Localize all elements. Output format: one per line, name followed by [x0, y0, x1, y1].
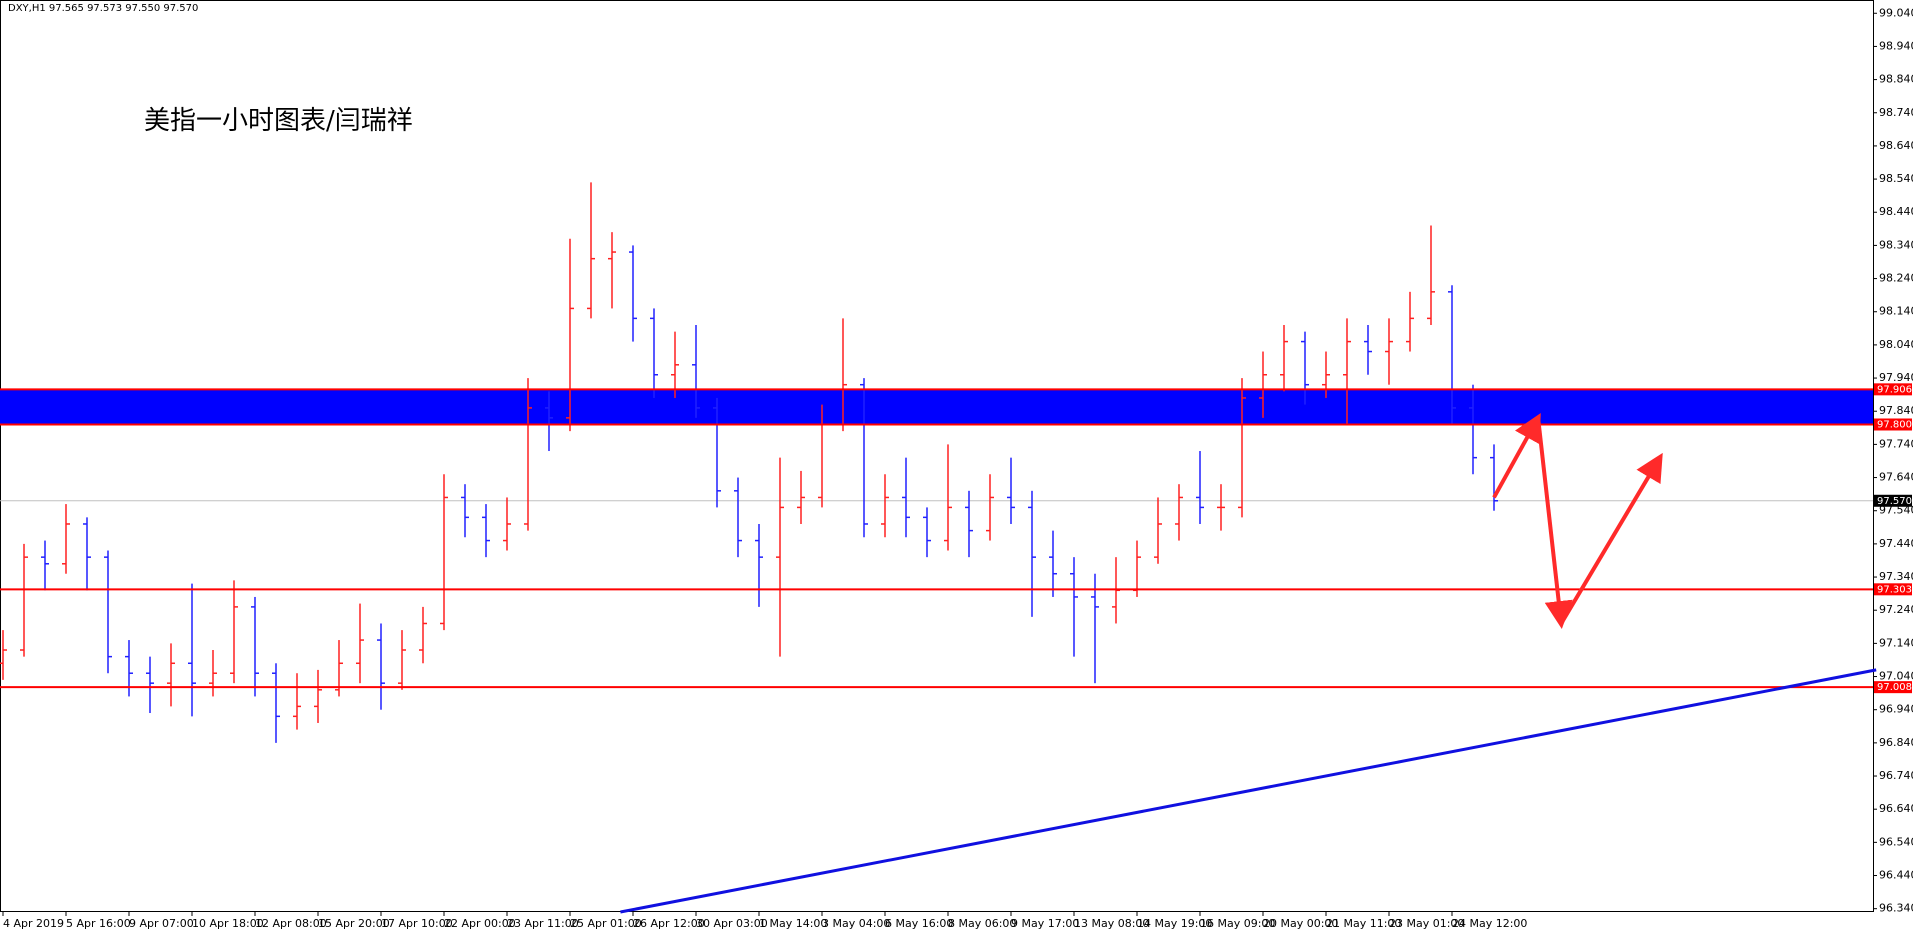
projection-arrow — [1536, 417, 1573, 630]
level-label: 97.800 — [1877, 419, 1912, 430]
x-tick-label: 9 May 17:00 — [1011, 917, 1079, 930]
x-tick-label: 15 Apr 20:00 — [318, 917, 390, 930]
y-tick-label: 97.940 — [1879, 371, 1913, 384]
level-tag — [1874, 583, 1912, 596]
y-tick-label: 98.840 — [1879, 73, 1913, 86]
x-tick-label: 23 May 01:00 — [1389, 917, 1464, 930]
y-tick-label: 98.140 — [1879, 305, 1913, 318]
chart-title: 美指一小时图表/闫瑞祥 — [144, 106, 413, 136]
level-label: 97.906 — [1877, 384, 1912, 395]
x-tick-label: 9 Apr 07:00 — [129, 917, 194, 930]
y-tick-label: 97.840 — [1879, 404, 1913, 417]
y-tick-label: 97.240 — [1879, 603, 1913, 616]
level-tag — [1874, 383, 1912, 396]
level-label: 97.008 — [1877, 682, 1912, 693]
x-tick-label: 17 Apr 10:00 — [381, 917, 453, 930]
y-tick-label: 98.040 — [1879, 338, 1913, 351]
y-tick-label: 98.740 — [1879, 106, 1913, 119]
y-tick-label: 98.340 — [1879, 238, 1913, 251]
x-tick-label: 23 Apr 11:00 — [507, 917, 579, 930]
projection-arrow — [1559, 452, 1663, 625]
y-tick-label: 97.640 — [1879, 471, 1913, 484]
y-tick-label: 97.540 — [1879, 504, 1913, 517]
x-tick-label: 13 May 08:00 — [1074, 917, 1149, 930]
y-tick-label: 97.040 — [1879, 670, 1913, 683]
y-tick-label: 98.240 — [1879, 272, 1913, 285]
x-tick-label: 6 May 16:00 — [885, 917, 953, 930]
projection-arrow — [1492, 412, 1541, 499]
y-tick-label: 98.440 — [1879, 205, 1913, 218]
y-tick-label: 96.440 — [1879, 869, 1913, 882]
x-tick-label: 22 Apr 00:00 — [444, 917, 516, 930]
x-tick-label: 1 May 14:00 — [759, 917, 827, 930]
x-tick-label: 5 Apr 16:00 — [66, 917, 131, 930]
y-tick-label: 98.540 — [1879, 172, 1913, 185]
y-tick-label: 97.140 — [1879, 636, 1913, 649]
x-tick-label: 10 Apr 18:00 — [192, 917, 264, 930]
x-tick-label: 14 May 19:00 — [1137, 917, 1212, 930]
y-tick-label: 96.940 — [1879, 703, 1913, 716]
level-tag — [1874, 681, 1912, 694]
last-price-tag — [1874, 494, 1912, 507]
y-tick-label: 98.940 — [1879, 39, 1913, 52]
x-tick-label: 20 May 00:00 — [1263, 917, 1338, 930]
y-tick-label: 96.740 — [1879, 769, 1913, 782]
x-tick-label: 8 May 06:00 — [948, 917, 1016, 930]
y-tick-label: 96.640 — [1879, 802, 1913, 815]
y-tick-label: 98.640 — [1879, 139, 1913, 152]
y-tick-label: 97.440 — [1879, 537, 1913, 550]
x-tick-label: 25 Apr 01:00 — [570, 917, 642, 930]
level-label: 97.303 — [1877, 584, 1912, 595]
x-tick-label: 24 May 12:00 — [1452, 917, 1527, 930]
x-tick-label: 16 May 09:00 — [1200, 917, 1275, 930]
chart-header: DXY,H1 97.565 97.573 97.550 97.570 — [8, 3, 198, 14]
y-tick-label: 99.040 — [1879, 6, 1913, 19]
x-tick-label: 12 Apr 08:00 — [255, 917, 327, 930]
level-tag — [1874, 418, 1912, 431]
x-tick-label: 21 May 11:00 — [1326, 917, 1401, 930]
y-tick-label: 96.540 — [1879, 835, 1913, 848]
x-tick-label: 4 Apr 2019 — [3, 917, 64, 930]
x-tick-label: 26 Apr 12:00 — [633, 917, 705, 930]
trendline — [620, 668, 1877, 914]
y-tick-label: 97.340 — [1879, 570, 1913, 583]
x-tick-label: 30 Apr 03:00 — [696, 917, 768, 930]
y-tick-label: 97.740 — [1879, 437, 1913, 450]
resistance-zone — [0, 389, 1873, 425]
last-price-label: 97.570 — [1877, 496, 1912, 507]
y-tick-label: 96.840 — [1879, 736, 1913, 749]
plot-frame — [0, 0, 1874, 912]
y-tick-label: 96.340 — [1879, 902, 1913, 915]
x-tick-label: 3 May 04:00 — [822, 917, 890, 930]
